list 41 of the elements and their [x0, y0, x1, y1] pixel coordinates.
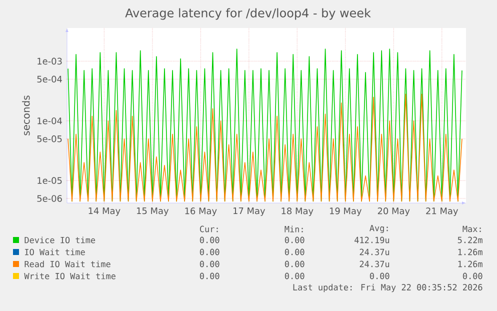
text: 0.00 — [284, 272, 304, 280]
legend-label: Read IO Wait time — [24, 260, 110, 268]
legend-label: Device IO time — [24, 236, 96, 244]
y-tick-label: 1e-04 — [38, 117, 62, 124]
text: 0.00 — [200, 236, 220, 244]
text: 0.00 — [200, 260, 220, 268]
y-axis-title: seconds — [22, 96, 30, 136]
x-tick-label: 18 May — [282, 208, 314, 216]
y-tick-label: 1e-03 — [38, 58, 62, 65]
text: 0.00 — [200, 248, 220, 256]
text: Avg: — [370, 225, 388, 233]
text: Max: — [462, 226, 481, 232]
x-tick-label: 15 May — [137, 208, 169, 216]
y-tick-label: 5e-04 — [37, 76, 62, 83]
text: 1.26m — [458, 260, 482, 268]
text: 24.37u — [360, 248, 390, 256]
y-tick-label: 1e-05 — [38, 177, 62, 184]
x-tick-label: 19 May — [330, 208, 362, 216]
x-tick-label: 14 May — [88, 208, 120, 216]
y-tick-label: 5e-06 — [37, 195, 62, 202]
text: 0.00 — [284, 248, 304, 256]
x-tick-label: 16 May — [185, 208, 217, 216]
x-tick-label: 21 May — [426, 208, 458, 216]
text: 0.00 — [370, 272, 390, 280]
text: 24.37u — [360, 260, 390, 268]
legend-label: IO Wait time — [25, 248, 85, 256]
text: 0.00 — [200, 272, 220, 280]
text: Min: — [284, 226, 303, 232]
text: 1.26m — [458, 248, 482, 256]
text: 5.22m — [458, 236, 482, 244]
text: Cur: — [200, 226, 218, 232]
x-tick-label: 20 May — [378, 208, 410, 216]
text: 412.19u — [354, 236, 390, 244]
x-tick-label: 17 May — [234, 208, 266, 216]
text: 0.00 — [284, 236, 304, 244]
legend-label: Write IO Wait time — [24, 272, 116, 280]
text: Last update: Fri May 22 00:35:52 2026 — [293, 284, 482, 292]
text: 0.00 — [284, 260, 304, 268]
y-tick-label: 5e-05 — [37, 135, 62, 142]
text: 0.00 — [462, 272, 482, 280]
chart-title: Average latency for /dev/loop4 - by week — [125, 8, 371, 20]
